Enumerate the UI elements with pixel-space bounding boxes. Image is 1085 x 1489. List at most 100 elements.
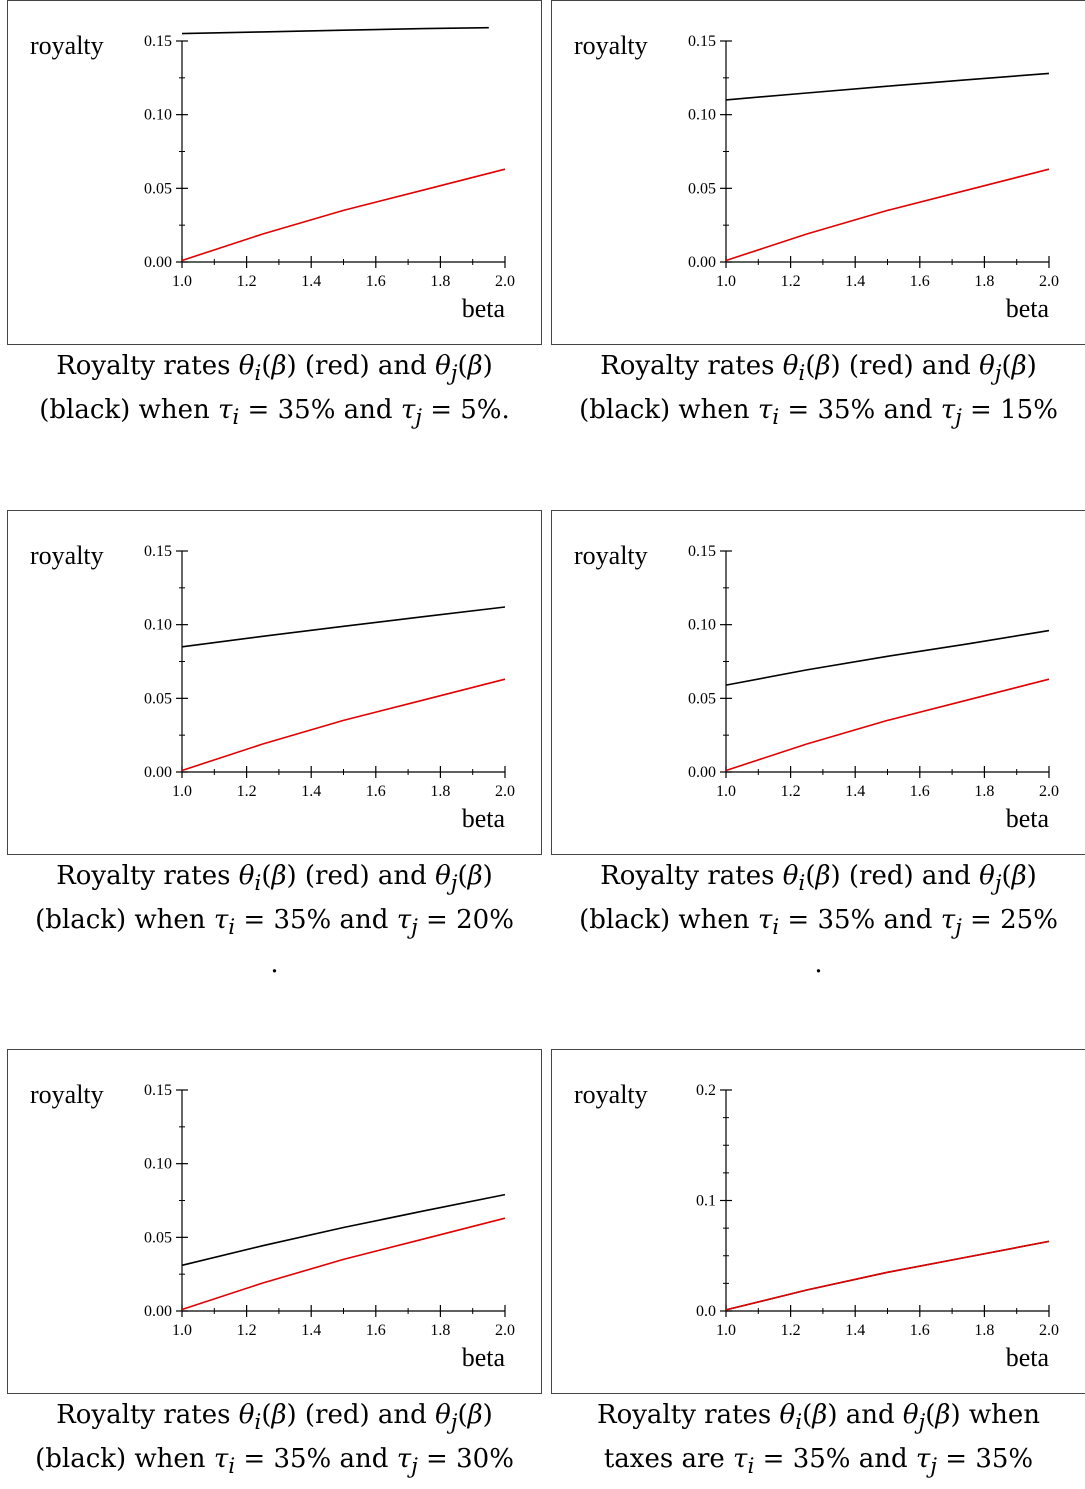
y-tick-label: 0.15 <box>144 33 172 50</box>
series-line-black <box>181 26 489 35</box>
x-axis-label: beta <box>1006 1343 1050 1372</box>
y-tick-label: 0.05 <box>688 180 716 197</box>
caption-line: Royalty rates θi(β) (red) and θj(β) <box>600 351 1037 387</box>
y-tick-label: 0.05 <box>144 690 172 707</box>
x-tick-label: 1.8 <box>430 1322 450 1339</box>
x-tick-label: 1.8 <box>430 783 450 800</box>
chart-panel-4: 0.00 0.05 0.10 0.15 1.0 1.2 1.4 1.6 1.8 2.0 royalt… <box>551 510 1085 979</box>
y-tick-label: 0.10 <box>144 1156 172 1173</box>
series-line-red <box>181 1217 506 1311</box>
x-axis-label: beta <box>462 294 506 323</box>
y-axis-label: royalty <box>574 31 648 60</box>
x-tick-label: 1.0 <box>716 783 736 800</box>
chart-svg: 0.0 0.1 0.2 1.0 1.2 1.4 1.6 1.8 2.0 royalty beta <box>574 1080 1059 1372</box>
chart-panel-2: 0.00 0.05 0.10 0.15 1.0 1.2 1.4 1.6 1.8 2.0 royalt… <box>551 0 1085 440</box>
y-tick-label: 0.1 <box>696 1193 716 1210</box>
y-tick-label: 0.10 <box>144 617 172 634</box>
y-tick-label: 0.10 <box>688 617 716 634</box>
x-tick-label: 2.0 <box>1039 783 1059 800</box>
y-tick-label: 0.10 <box>688 107 716 124</box>
caption-line: Royalty rates θi(β) (red) and θj(β) <box>56 351 493 387</box>
series-line-black <box>725 629 1050 686</box>
y-tick-label: 0.05 <box>144 180 172 197</box>
caption-line: (black) when τi = 35% and τj = 30% <box>35 1444 514 1480</box>
x-tick-label: 2.0 <box>495 1322 515 1339</box>
chart-frame: 0.00 0.05 0.10 0.15 1.0 1.2 1.4 1.6 1.8 2.0 royalt… <box>7 1049 542 1394</box>
chart-panel-6: 0.0 0.1 0.2 1.0 1.2 1.4 1.6 1.8 2.0 royalty beta Ro… <box>551 1049 1085 1489</box>
y-tick-label: 0.00 <box>144 254 172 271</box>
chart-caption: Royalty rates θi(β) (red) and θj(β) (blac… <box>7 1397 542 1485</box>
x-tick-label: 2.0 <box>1039 273 1059 290</box>
chart-panel-5: 0.00 0.05 0.10 0.15 1.0 1.2 1.4 1.6 1.8 2.0 royalt… <box>7 1049 542 1489</box>
y-tick-label: 0.15 <box>144 543 172 560</box>
caption-line: . <box>814 949 823 980</box>
x-tick-label: 1.8 <box>430 273 450 290</box>
caption-line: Royalty rates θi(β) and θj(β) when <box>597 1400 1040 1436</box>
chart-panel-1: 0.00 0.05 0.10 0.15 1.0 1.2 1.4 1.6 1.8 2.0 royalt… <box>7 0 542 440</box>
y-tick-label: 0.15 <box>144 1082 172 1099</box>
y-axis-label: royalty <box>574 541 648 570</box>
y-tick-label: 0.00 <box>144 764 172 781</box>
series-line-black <box>181 1193 506 1267</box>
series-line-black <box>725 1240 1050 1311</box>
x-tick-label: 1.4 <box>845 1322 865 1339</box>
x-tick-label: 1.6 <box>366 273 386 290</box>
chart-caption: Royalty rates θi(β) (red) and θj(β) (blac… <box>551 858 1085 983</box>
x-tick-label: 2.0 <box>495 273 515 290</box>
chart-svg: 0.00 0.05 0.10 0.15 1.0 1.2 1.4 1.6 1.8 2.0 royalt… <box>30 1080 515 1372</box>
series-line-red <box>725 678 1050 772</box>
x-tick-label: 1.0 <box>172 1322 192 1339</box>
caption-line: (black) when τi = 35% and τj = 25% <box>579 905 1058 941</box>
caption-line: Royalty rates θi(β) (red) and θj(β) <box>600 861 1037 897</box>
x-tick-label: 1.6 <box>910 273 930 290</box>
chart-caption: Royalty rates θi(β) and θj(β) when taxes … <box>551 1397 1085 1485</box>
x-tick-label: 1.2 <box>781 273 801 290</box>
y-axis-label: royalty <box>30 31 104 60</box>
series-line-red <box>725 1240 1050 1311</box>
caption-line: . <box>270 949 279 980</box>
x-tick-label: 1.4 <box>845 273 865 290</box>
x-tick-label: 1.4 <box>301 273 321 290</box>
x-tick-label: 1.6 <box>366 783 386 800</box>
caption-line: (black) when τi = 35% and τj = 20% <box>35 905 514 941</box>
x-tick-label: 1.0 <box>172 273 192 290</box>
y-tick-label: 0.2 <box>696 1082 716 1099</box>
caption-line: (black) when τi = 35% and τj = 15% <box>579 395 1058 431</box>
chart-frame: 0.00 0.05 0.10 0.15 1.0 1.2 1.4 1.6 1.8 2.0 royalt… <box>7 0 542 345</box>
caption-line: Royalty rates θi(β) (red) and θj(β) <box>56 861 493 897</box>
chart-svg: 0.00 0.05 0.10 0.15 1.0 1.2 1.4 1.6 1.8 2.0 royalt… <box>30 26 515 323</box>
x-tick-label: 1.6 <box>910 783 930 800</box>
chart-svg: 0.00 0.05 0.10 0.15 1.0 1.2 1.4 1.6 1.8 2.0 royalt… <box>574 541 1059 833</box>
series-line-red <box>181 168 506 262</box>
series-line-red <box>181 678 506 772</box>
caption-line: taxes are τi = 35% and τj = 35% <box>603 1444 1034 1480</box>
series-line-black <box>181 606 506 648</box>
y-tick-label: 0.05 <box>144 1229 172 1246</box>
series-line-red <box>725 168 1050 262</box>
chart-frame: 0.00 0.05 0.10 0.15 1.0 1.2 1.4 1.6 1.8 2.0 royalt… <box>551 0 1085 345</box>
caption-line: Royalty rates θi(β) (red) and θj(β) <box>56 1400 493 1436</box>
x-tick-label: 2.0 <box>1039 1322 1059 1339</box>
y-tick-label: 0.15 <box>688 33 716 50</box>
x-tick-label: 1.0 <box>172 783 192 800</box>
chart-svg: 0.00 0.05 0.10 0.15 1.0 1.2 1.4 1.6 1.8 2.0 royalt… <box>30 541 515 833</box>
x-axis-label: beta <box>1006 804 1050 833</box>
chart-caption: Royalty rates θi(β) (red) and θj(β) (blac… <box>7 858 542 983</box>
x-tick-label: 1.0 <box>716 1322 736 1339</box>
caption-line: (black) when τi = 35% and τj = 5%. <box>39 395 510 431</box>
x-axis-label: beta <box>462 804 506 833</box>
series-line-black <box>725 72 1050 101</box>
y-tick-label: 0.0 <box>696 1303 716 1320</box>
x-tick-label: 1.8 <box>974 273 994 290</box>
x-tick-label: 1.6 <box>366 1322 386 1339</box>
y-tick-label: 0.15 <box>688 543 716 560</box>
x-axis-label: beta <box>462 1343 506 1372</box>
y-axis-label: royalty <box>30 1080 104 1109</box>
x-tick-label: 1.4 <box>301 783 321 800</box>
y-tick-label: 0.00 <box>144 1303 172 1320</box>
x-tick-label: 1.2 <box>781 1322 801 1339</box>
chart-caption: Royalty rates θi(β) (red) and θj(β) (blac… <box>7 348 542 436</box>
x-tick-label: 1.2 <box>781 783 801 800</box>
x-tick-label: 1.4 <box>845 783 865 800</box>
chart-svg: 0.00 0.05 0.10 0.15 1.0 1.2 1.4 1.6 1.8 2.0 royalt… <box>574 31 1059 323</box>
